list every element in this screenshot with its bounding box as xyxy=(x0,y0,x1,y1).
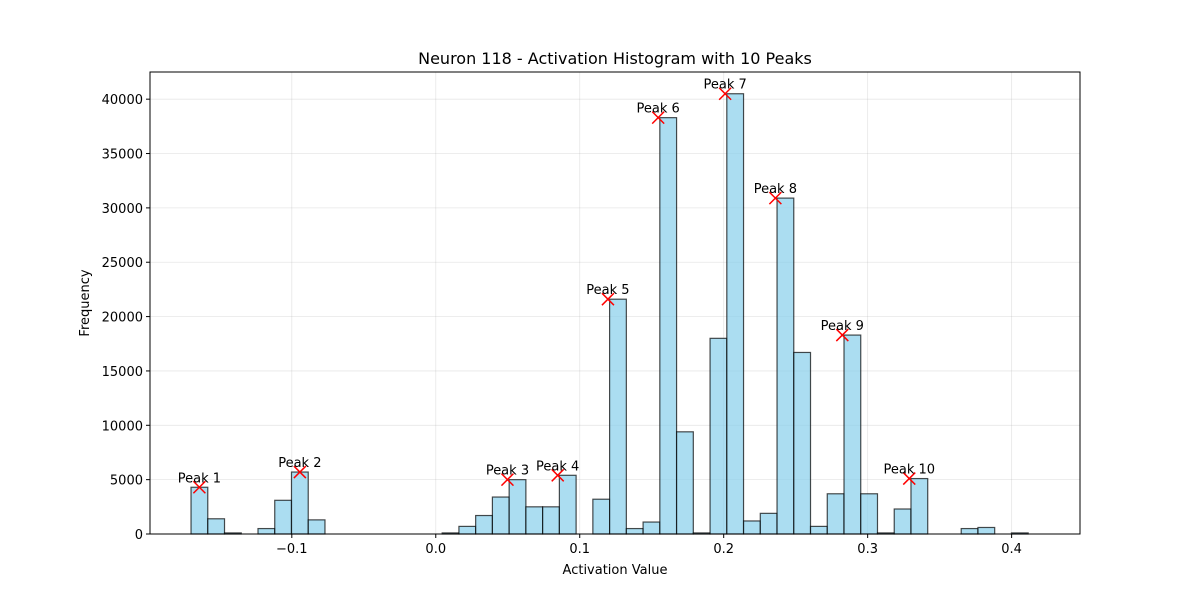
histogram-bar xyxy=(759,512,778,535)
histogram-bar xyxy=(977,526,996,535)
histogram-bar xyxy=(960,527,979,535)
peak-label: Peak 5 xyxy=(586,283,629,298)
y-axis-label: Frequency xyxy=(78,269,93,336)
histogram-bar xyxy=(542,506,560,535)
peak-label: Peak 3 xyxy=(486,464,529,479)
histogram-bar xyxy=(207,518,226,535)
histogram-bar xyxy=(893,508,912,535)
peak-label: Peak 10 xyxy=(883,463,935,478)
histogram-bar xyxy=(307,519,326,535)
chart-title: Neuron 118 - Activation Histogram with 1… xyxy=(418,49,812,68)
histogram-bar xyxy=(776,197,795,535)
y-tick-label: 5000 xyxy=(110,474,143,489)
x-axis-ticks: −0.1 0.0 0.1 0.2 0.3 0.4 xyxy=(276,534,1022,557)
peak-marker xyxy=(835,328,849,342)
y-tick-label: 15000 xyxy=(102,365,143,380)
histogram-bar xyxy=(843,334,862,535)
peak-label: Peak 2 xyxy=(278,456,321,471)
x-axis-label: Activation Value xyxy=(563,563,668,578)
histogram-bar xyxy=(675,431,694,535)
plot-area-frame xyxy=(149,71,1081,535)
y-tick-label: 25000 xyxy=(102,256,143,271)
peak-marker xyxy=(902,472,916,486)
histogram-bar xyxy=(910,477,929,535)
y-tick-label: 30000 xyxy=(102,202,143,217)
x-tick-label: 0.2 xyxy=(713,542,734,557)
peak-label: Peak 9 xyxy=(821,319,864,334)
histogram-bar xyxy=(793,351,812,535)
x-tick-label: 0.1 xyxy=(569,542,590,557)
histogram-bar xyxy=(525,506,544,535)
x-tick-label: 0.4 xyxy=(1001,542,1022,557)
y-tick-label: 20000 xyxy=(102,311,143,326)
y-tick-label: 35000 xyxy=(102,148,143,163)
histogram-bar xyxy=(190,486,209,535)
histogram-bar xyxy=(508,479,527,535)
histogram-bar xyxy=(642,521,661,535)
x-tick-label: −0.1 xyxy=(276,542,308,557)
histogram-bar xyxy=(826,493,845,535)
histogram-bar xyxy=(659,117,678,535)
y-tick-label: 40000 xyxy=(102,93,143,108)
peak-label: Peak 7 xyxy=(703,78,746,93)
histogram-bar xyxy=(726,93,745,535)
peak-marker xyxy=(718,87,732,101)
peak-label: Peak 8 xyxy=(754,182,797,197)
histogram-bar xyxy=(625,527,644,535)
peak-marker xyxy=(651,111,665,125)
peak-marker xyxy=(551,468,565,482)
histogram-bar xyxy=(592,498,611,535)
x-tick-label: 0.3 xyxy=(857,542,878,557)
histogram-bar xyxy=(290,471,309,535)
peak-marker xyxy=(192,480,206,494)
histogram-bar xyxy=(860,493,879,535)
histogram-bar xyxy=(809,525,828,535)
histogram-bar xyxy=(558,474,577,535)
peak-markers: Peak 1 Peak 2 Peak 3 Peak 4 Peak 5 Peak 6 Peak… xyxy=(178,78,935,494)
grid-lines xyxy=(150,72,1080,535)
peak-label: Peak 6 xyxy=(637,102,680,117)
x-tick-label: 0.0 xyxy=(425,542,446,557)
peak-marker xyxy=(601,292,615,306)
histogram-bar xyxy=(491,496,510,535)
histogram-bar xyxy=(475,514,494,535)
y-axis-ticks: 0 5000 10000 15000 20000 25000 30000 35000 40000 xyxy=(102,93,150,543)
histogram-bar xyxy=(609,298,627,535)
histogram-bar xyxy=(257,527,276,535)
peak-label: Peak 1 xyxy=(178,471,221,486)
peak-label: Peak 4 xyxy=(536,459,579,474)
peak-marker xyxy=(500,473,514,487)
y-tick-label: 10000 xyxy=(102,419,143,434)
histogram-bar xyxy=(742,520,761,535)
histogram-bar xyxy=(709,337,728,535)
peak-marker xyxy=(768,191,782,205)
histogram-bar xyxy=(458,525,477,535)
peak-marker xyxy=(293,465,307,479)
histogram-bar xyxy=(274,499,293,535)
y-tick-label: 0 xyxy=(135,528,143,543)
